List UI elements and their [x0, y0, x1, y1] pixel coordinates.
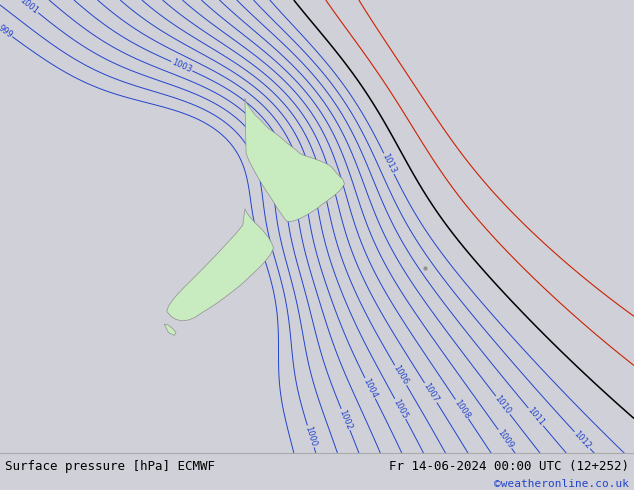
Text: 1011: 1011 — [526, 406, 546, 428]
Text: 1008: 1008 — [452, 398, 472, 420]
Text: 1001: 1001 — [18, 0, 40, 16]
Text: 1009: 1009 — [495, 428, 515, 450]
Text: 1012: 1012 — [572, 430, 593, 451]
Text: 1010: 1010 — [493, 394, 513, 416]
Text: 999: 999 — [0, 23, 14, 40]
Text: Surface pressure [hPa] ECMWF: Surface pressure [hPa] ECMWF — [5, 460, 215, 473]
Polygon shape — [164, 324, 176, 335]
Text: ©weatheronline.co.uk: ©weatheronline.co.uk — [494, 480, 629, 490]
Polygon shape — [245, 98, 344, 221]
Text: 1013: 1013 — [380, 152, 398, 175]
Text: 1002: 1002 — [337, 408, 354, 431]
Polygon shape — [167, 209, 274, 321]
Text: 1004: 1004 — [361, 377, 378, 400]
Text: 1003: 1003 — [171, 58, 193, 74]
Text: 1005: 1005 — [391, 397, 409, 420]
Text: 1000: 1000 — [303, 425, 318, 448]
Text: Fr 14-06-2024 00:00 UTC (12+252): Fr 14-06-2024 00:00 UTC (12+252) — [389, 460, 629, 473]
Text: 1007: 1007 — [421, 381, 440, 404]
Text: 1006: 1006 — [391, 364, 410, 387]
